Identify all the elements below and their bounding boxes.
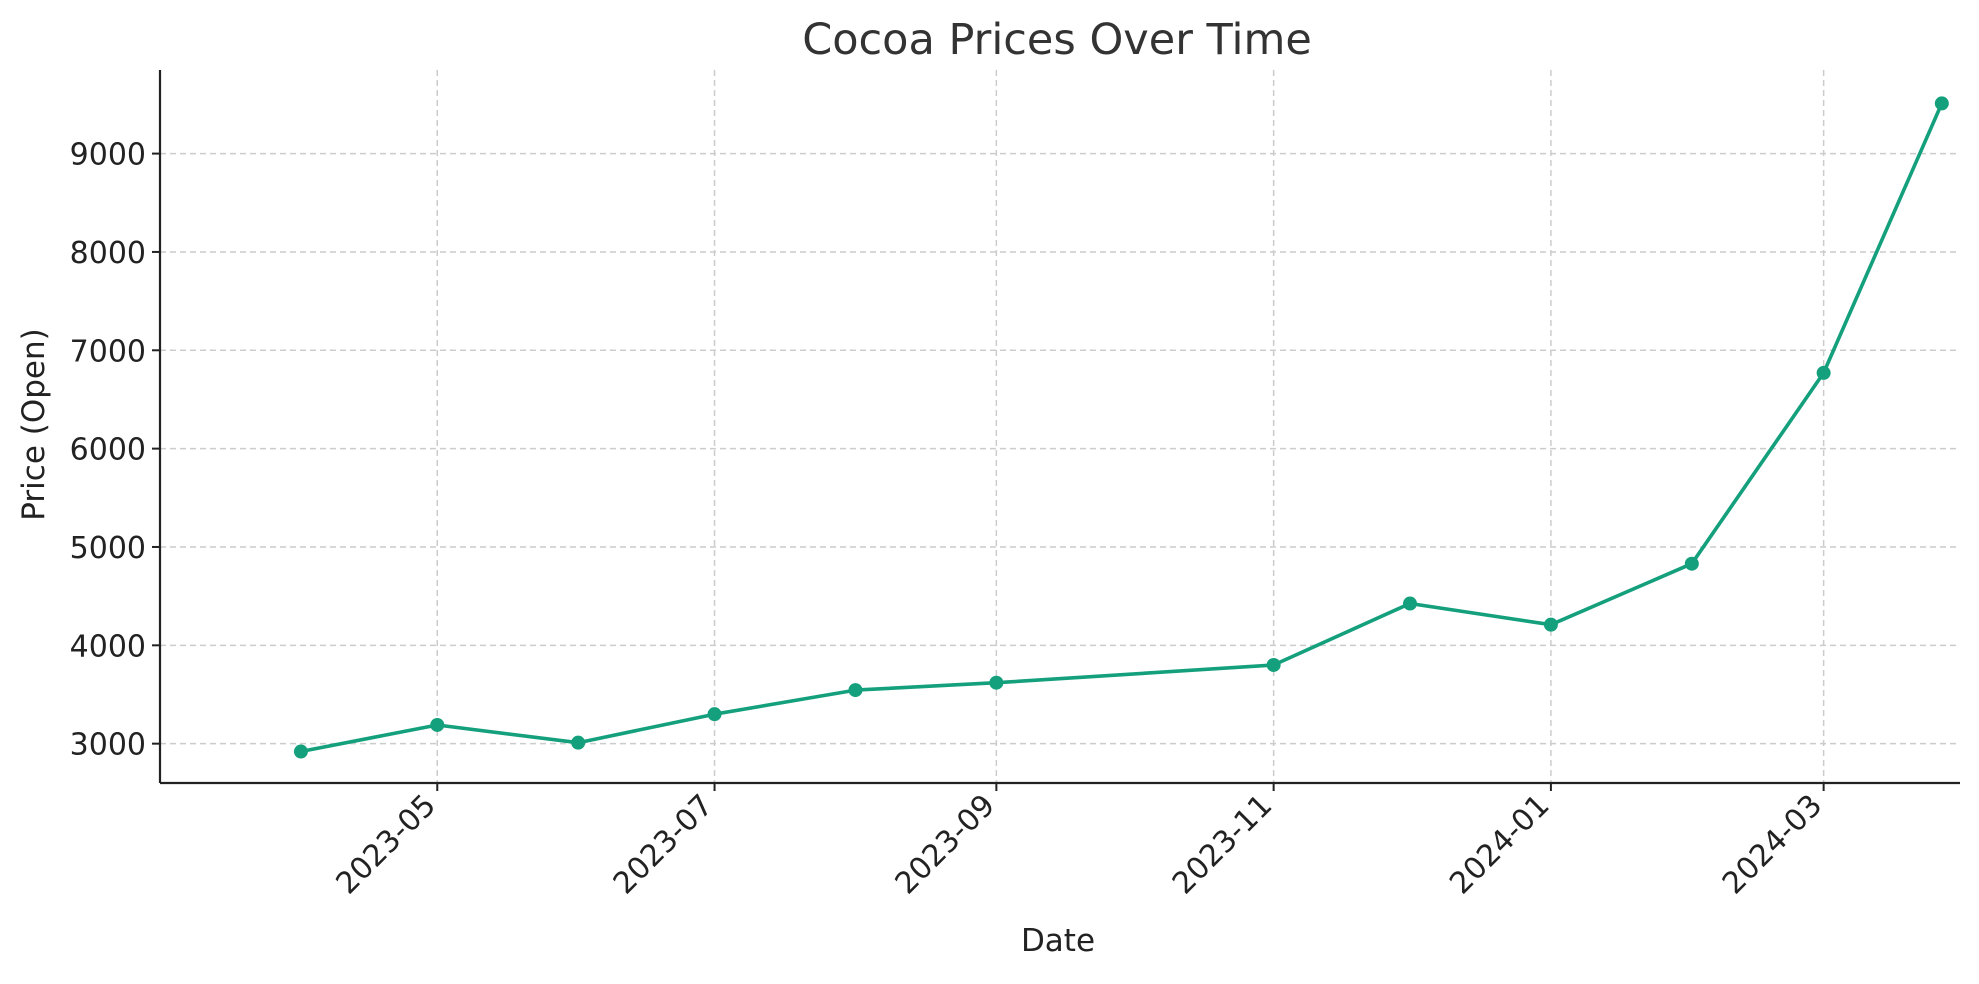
data-point [707,707,722,722]
series-line [299,101,1944,754]
data-point [430,717,445,732]
data-point [1934,96,1949,111]
x-tick-label: 2023-09 [889,788,1002,901]
x-tick-label: 2024-01 [1443,788,1556,901]
data-point [571,735,586,750]
data-point [1684,556,1699,571]
y-tick-label: 8000 [70,236,146,271]
y-tick-label: 9000 [70,138,146,173]
data-point [989,675,1004,690]
chart-title: Cocoa Prices Over Time [802,15,1312,65]
axes [158,70,1960,785]
x-tick-label: 2023-05 [330,788,443,901]
x-axis-label: Date [1021,923,1095,959]
y-tick-label: 5000 [70,531,146,566]
x-tick-label: 2023-07 [607,788,720,901]
grid-lines [160,70,1960,783]
data-point [848,683,863,698]
y-tick-label: 4000 [70,629,146,664]
data-point [1543,617,1558,632]
y-tick-label: 6000 [70,433,146,468]
data-point [1266,657,1281,672]
y-axis-label: Price (Open) [16,328,52,520]
y-tick-label: 7000 [70,334,146,369]
data-point [1816,365,1831,380]
data-series [293,96,1949,759]
x-tick-label: 2023-11 [1166,788,1279,901]
data-point [1403,596,1417,611]
data-point [293,744,308,759]
y-tick-label: 3000 [70,728,146,763]
x-tick-label: 2024-03 [1716,788,1829,901]
